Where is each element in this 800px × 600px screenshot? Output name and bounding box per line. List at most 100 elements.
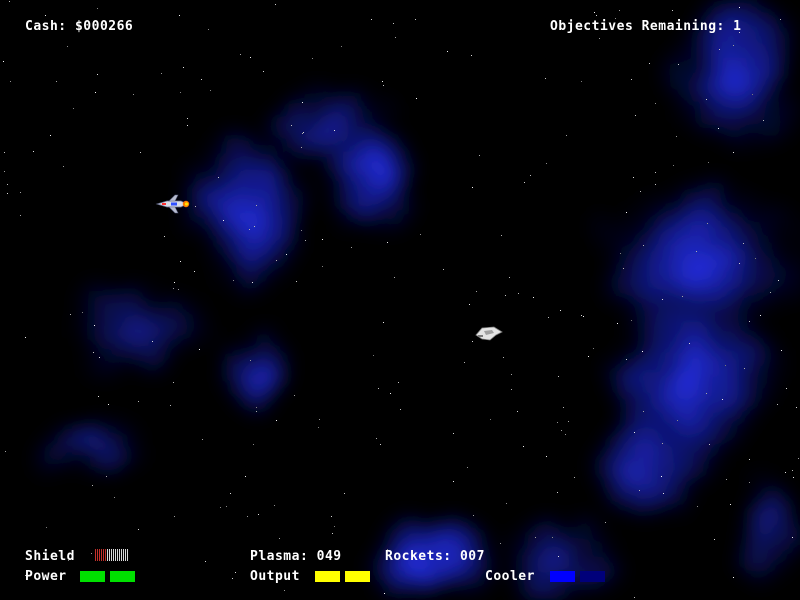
star [226, 506, 227, 507]
star [634, 432, 635, 433]
star [786, 388, 787, 389]
star [719, 49, 720, 50]
star [464, 362, 465, 363]
star [557, 492, 558, 493]
star [533, 297, 534, 298]
star [574, 477, 575, 478]
shield-tick [115, 549, 116, 561]
star [777, 404, 778, 405]
star [245, 476, 246, 477]
star [619, 10, 620, 11]
star [378, 388, 379, 389]
star [286, 254, 287, 255]
star [50, 135, 51, 136]
star [642, 351, 643, 352]
cash-readout: Cash: $000266 [25, 19, 134, 34]
star [739, 263, 740, 264]
star [566, 135, 567, 136]
star [305, 240, 306, 241]
star [199, 349, 200, 350]
star [275, 4, 276, 5]
star [173, 288, 174, 289]
star [97, 8, 98, 9]
star [276, 260, 277, 261]
star [565, 434, 566, 435]
star [733, 45, 734, 46]
shield-tick [113, 549, 114, 561]
star [5, 451, 6, 452]
star [760, 315, 761, 316]
star [476, 291, 477, 292]
star [725, 365, 726, 366]
shield-tick [101, 549, 102, 561]
star [351, 247, 352, 248]
star [473, 515, 474, 516]
star [639, 490, 640, 491]
star [596, 15, 597, 16]
star [561, 430, 562, 431]
star [714, 539, 715, 540]
star [593, 348, 594, 349]
star [479, 155, 480, 156]
star [235, 572, 236, 573]
star [583, 316, 584, 317]
star [383, 85, 384, 86]
star [733, 152, 734, 153]
star [739, 7, 740, 8]
shield-tick [125, 549, 126, 561]
star [763, 120, 764, 121]
star [523, 446, 524, 447]
star [220, 507, 221, 508]
star [447, 51, 448, 52]
star [183, 67, 184, 68]
star [187, 125, 188, 126]
star [511, 374, 512, 375]
star [631, 79, 632, 80]
star [770, 292, 771, 293]
star [707, 223, 708, 224]
star [505, 295, 506, 296]
star [301, 230, 302, 231]
star [4, 171, 5, 172]
star [744, 368, 745, 369]
star [9, 1, 10, 2]
star [752, 94, 753, 95]
shield-label: Shield [25, 549, 75, 564]
star [68, 560, 69, 561]
star [605, 522, 606, 523]
star [312, 58, 313, 59]
star [46, 527, 47, 528]
star [294, 395, 295, 396]
star [152, 341, 153, 342]
star [620, 253, 621, 254]
gauge-segment [80, 571, 105, 582]
star [558, 556, 559, 557]
star [233, 280, 234, 281]
star [535, 537, 536, 538]
star [91, 553, 92, 554]
star [588, 356, 589, 357]
star [218, 177, 219, 178]
star [615, 18, 616, 19]
star [133, 94, 134, 95]
enemy-ship-icon [475, 326, 503, 341]
star [706, 393, 707, 394]
star [25, 337, 26, 338]
star [558, 376, 559, 377]
star [93, 352, 94, 353]
star [793, 477, 794, 478]
star [471, 55, 472, 56]
shield-tick [97, 549, 98, 561]
star [524, 182, 525, 183]
star [796, 407, 797, 408]
shield-tick [103, 549, 104, 561]
star [332, 533, 333, 534]
star [195, 206, 196, 207]
star [467, 467, 468, 468]
star [749, 482, 750, 483]
star [655, 184, 656, 185]
power-gauge [80, 571, 135, 582]
star [443, 269, 444, 270]
star [254, 226, 255, 227]
